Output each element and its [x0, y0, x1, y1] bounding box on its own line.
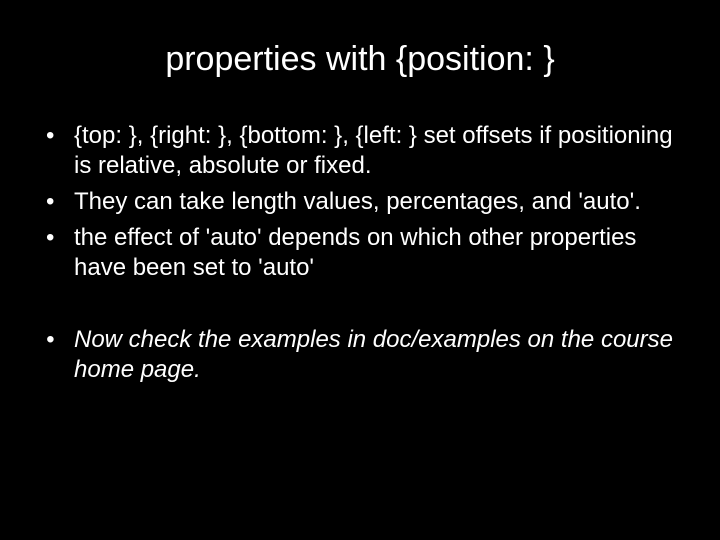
- bullet-item: {top: }, {right: }, {bottom: }, {left: }…: [40, 121, 680, 181]
- bullet-item: the effect of 'auto' depends on which ot…: [40, 223, 680, 283]
- slide: properties with {position: } {top: }, {r…: [0, 0, 720, 540]
- bullet-list: {top: }, {right: }, {bottom: }, {left: }…: [40, 121, 680, 385]
- bullet-item: Now check the examples in doc/examples o…: [40, 325, 680, 385]
- slide-title: properties with {position: }: [40, 40, 680, 79]
- bullet-item: They can take length values, percentages…: [40, 187, 680, 217]
- bullet-spacer: [40, 289, 680, 319]
